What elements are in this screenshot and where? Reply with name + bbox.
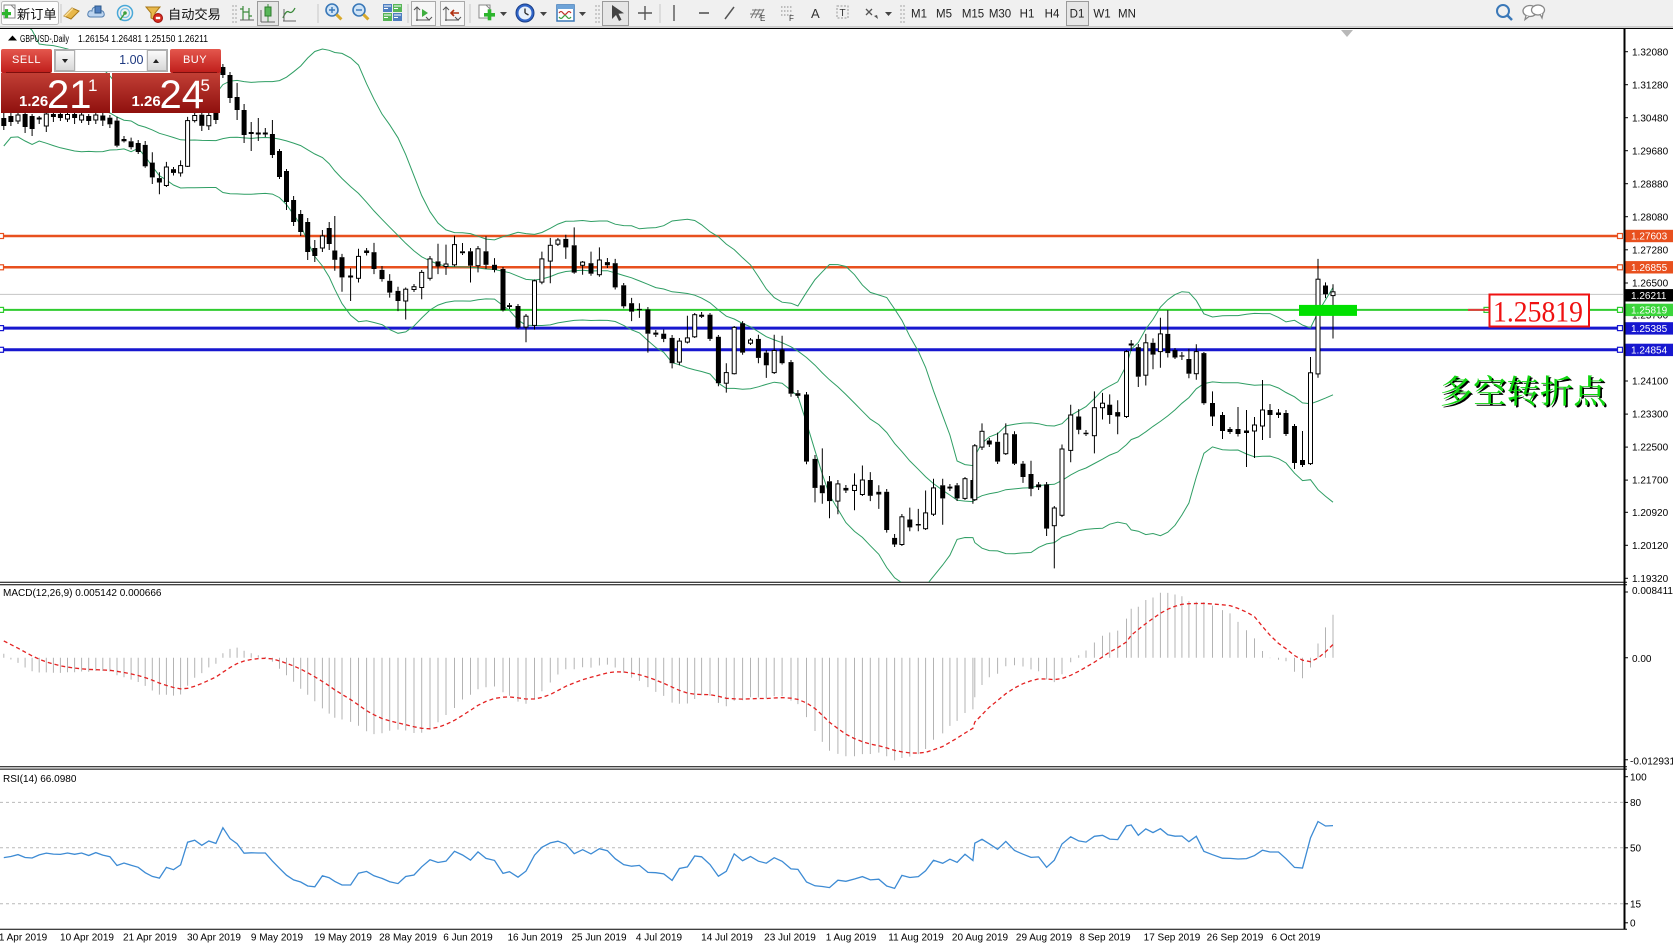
svg-text:28 May 2019: 28 May 2019 bbox=[379, 933, 437, 944]
svg-text:1.26154 1.26481 1.25150 1.2621: 1.26154 1.26481 1.25150 1.26211 bbox=[78, 34, 208, 45]
svg-text:1.25385: 1.25385 bbox=[1631, 324, 1668, 335]
svg-text:16 Jun 2019: 16 Jun 2019 bbox=[507, 933, 562, 944]
svg-text:MACD(12,26,9) 0.005142 0.00066: MACD(12,26,9) 0.005142 0.000666 bbox=[3, 588, 162, 599]
svg-text:1.31280: 1.31280 bbox=[1632, 80, 1669, 91]
svg-text:1.25819: 1.25819 bbox=[1493, 296, 1583, 329]
svg-text:M30: M30 bbox=[989, 9, 1011, 21]
svg-text:17 Sep 2019: 17 Sep 2019 bbox=[1144, 933, 1201, 944]
svg-text:30 Apr 2019: 30 Apr 2019 bbox=[187, 933, 241, 944]
svg-text:1.21700: 1.21700 bbox=[1632, 476, 1669, 487]
svg-text:-0.012931: -0.012931 bbox=[1630, 756, 1673, 767]
svg-text:0: 0 bbox=[1630, 918, 1636, 929]
svg-text:A: A bbox=[811, 6, 820, 21]
svg-text:1.23300: 1.23300 bbox=[1632, 410, 1669, 421]
svg-text:23 Jul 2019: 23 Jul 2019 bbox=[764, 933, 816, 944]
svg-text:1.24100: 1.24100 bbox=[1632, 377, 1669, 388]
svg-text:GBPUSD-,Daily: GBPUSD-,Daily bbox=[20, 34, 69, 45]
svg-text:1.26500: 1.26500 bbox=[1632, 279, 1669, 290]
svg-text:1.28880: 1.28880 bbox=[1632, 179, 1669, 190]
svg-text:RSI(14) 66.0980: RSI(14) 66.0980 bbox=[3, 774, 77, 785]
svg-text:9 May 2019: 9 May 2019 bbox=[251, 933, 304, 944]
svg-text:1.25819: 1.25819 bbox=[1631, 306, 1668, 317]
svg-text:4 Jul 2019: 4 Jul 2019 bbox=[636, 933, 683, 944]
svg-text:6 Jun 2019: 6 Jun 2019 bbox=[443, 933, 493, 944]
svg-text:26 Sep 2019: 26 Sep 2019 bbox=[1207, 933, 1264, 944]
svg-text:1.27280: 1.27280 bbox=[1632, 245, 1669, 256]
svg-text:1.19320: 1.19320 bbox=[1632, 574, 1669, 585]
svg-text:21 Apr 2019: 21 Apr 2019 bbox=[123, 933, 177, 944]
svg-text:1.26855: 1.26855 bbox=[1631, 263, 1668, 274]
svg-text:1.28080: 1.28080 bbox=[1632, 212, 1669, 223]
svg-text:0.00: 0.00 bbox=[1632, 654, 1652, 665]
svg-text:F: F bbox=[789, 14, 794, 23]
svg-text:1.27603: 1.27603 bbox=[1631, 232, 1668, 243]
svg-text:6 Oct 2019: 6 Oct 2019 bbox=[1272, 933, 1321, 944]
svg-text:M5: M5 bbox=[936, 9, 952, 21]
svg-text:50: 50 bbox=[1630, 843, 1642, 854]
svg-text:M15: M15 bbox=[962, 9, 984, 21]
svg-text:10 Apr 2019: 10 Apr 2019 bbox=[60, 933, 114, 944]
svg-text:MN: MN bbox=[1118, 9, 1136, 21]
svg-text:1.20920: 1.20920 bbox=[1632, 508, 1669, 519]
svg-text:T: T bbox=[840, 8, 846, 19]
svg-text:1 Apr 2019: 1 Apr 2019 bbox=[0, 933, 48, 944]
svg-text:1.26211: 1.26211 bbox=[1631, 291, 1667, 302]
svg-text:8 Sep 2019: 8 Sep 2019 bbox=[1079, 933, 1131, 944]
svg-text:11 Aug 2019: 11 Aug 2019 bbox=[888, 933, 944, 944]
svg-text:14 Jul 2019: 14 Jul 2019 bbox=[701, 933, 753, 944]
svg-text:1.32080: 1.32080 bbox=[1632, 47, 1669, 58]
svg-text:19 May 2019: 19 May 2019 bbox=[314, 933, 372, 944]
svg-text:100: 100 bbox=[1630, 772, 1647, 783]
svg-text:1 Aug 2019: 1 Aug 2019 bbox=[826, 933, 877, 944]
svg-text:20 Aug 2019: 20 Aug 2019 bbox=[952, 933, 1009, 944]
svg-text:M1: M1 bbox=[911, 9, 927, 21]
svg-text:1.30480: 1.30480 bbox=[1632, 113, 1669, 124]
svg-text:0.008411: 0.008411 bbox=[1632, 586, 1673, 597]
svg-text:25 Jun 2019: 25 Jun 2019 bbox=[571, 933, 626, 944]
svg-text:80: 80 bbox=[1630, 798, 1642, 809]
svg-text:15: 15 bbox=[1630, 899, 1642, 910]
svg-text:1.29680: 1.29680 bbox=[1632, 146, 1669, 157]
svg-text:D1: D1 bbox=[1070, 9, 1085, 21]
svg-text:1.22500: 1.22500 bbox=[1632, 443, 1669, 454]
svg-text:1.24854: 1.24854 bbox=[1631, 346, 1668, 357]
svg-text:29 Aug 2019: 29 Aug 2019 bbox=[1016, 933, 1073, 944]
svg-text:E: E bbox=[760, 14, 765, 23]
svg-text:W1: W1 bbox=[1093, 9, 1110, 21]
svg-text:H1: H1 bbox=[1020, 9, 1035, 21]
svg-text:H4: H4 bbox=[1045, 9, 1060, 21]
svg-text:1.20120: 1.20120 bbox=[1632, 541, 1669, 552]
